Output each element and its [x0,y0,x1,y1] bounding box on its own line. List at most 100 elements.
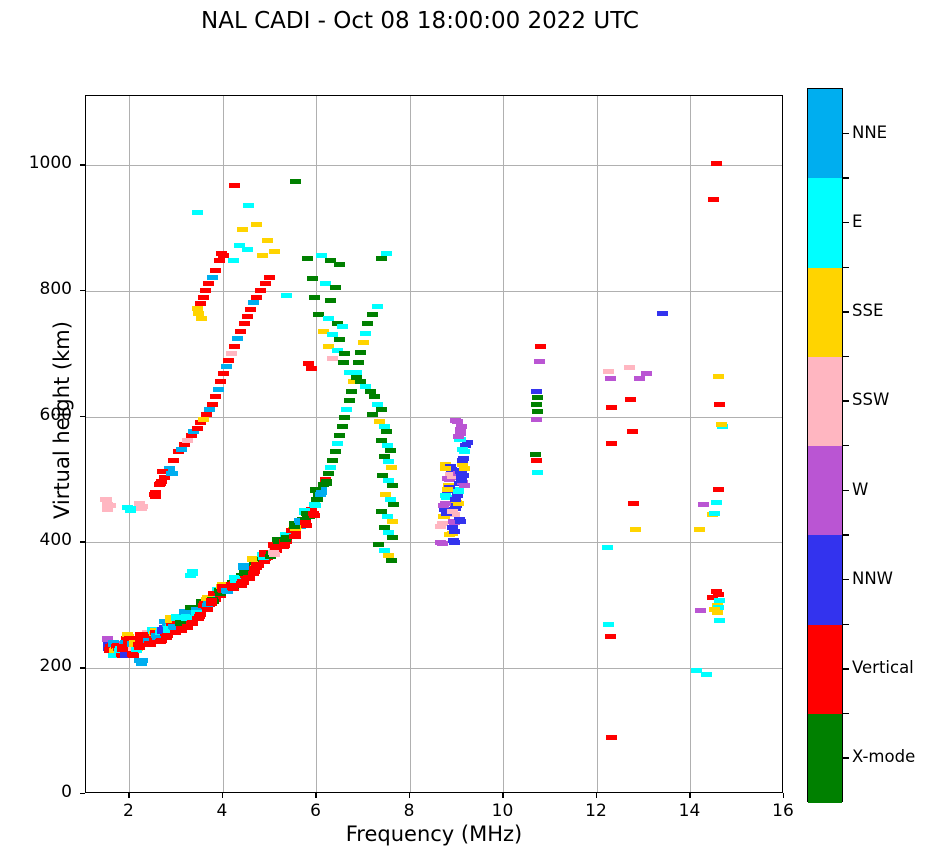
data-point [360,384,372,390]
data-point [206,597,218,603]
data-point [534,358,546,364]
data-point [269,545,281,551]
gridline-horizontal [86,542,782,544]
data-point [341,406,353,412]
colorbar[interactable] [807,88,843,803]
y-tick-label: 0 [61,782,72,802]
data-point [367,411,379,417]
x-tick [128,793,130,798]
data-point [376,255,388,261]
data-point [226,584,238,590]
colorbar-segment-sse[interactable] [808,267,842,357]
data-point [321,481,333,487]
data-point [445,463,457,469]
plot-area[interactable] [85,95,783,793]
data-point [155,478,167,484]
data-point [181,613,193,619]
colorbar-tick [843,221,849,224]
data-point [133,636,145,642]
colorbar-segment-nnw[interactable] [808,535,842,625]
data-point [690,668,702,674]
data-point [449,528,461,534]
colorbar-segment-vertical[interactable] [808,624,842,714]
data-point [197,416,209,422]
colorbar-segment-w[interactable] [808,446,842,536]
data-point [301,522,313,528]
data-point [701,672,713,678]
data-point [191,210,203,216]
data-point [139,633,151,639]
data-point [332,347,344,353]
colorbar-segment-x-mode[interactable] [808,713,842,803]
data-point [190,607,202,613]
data-point [372,542,384,548]
gridline-horizontal [86,668,782,670]
gridline-vertical [690,96,692,792]
data-point [187,568,199,574]
data-point [378,424,390,430]
data-point [371,401,383,407]
data-point [162,628,174,634]
data-point [385,464,397,470]
data-point [176,628,188,634]
data-point [237,226,249,232]
data-point [251,294,263,300]
data-point [306,507,318,513]
data-point [229,182,241,188]
y-tick-label: 400 [39,530,72,551]
data-point [307,275,319,281]
data-point [625,396,637,402]
data-point [383,478,395,484]
data-point [298,507,310,513]
gridline-vertical [222,96,224,792]
data-point [453,434,465,440]
data-point [338,360,350,366]
data-point [375,508,387,514]
colorbar-segment-e[interactable] [808,178,842,268]
data-point [251,221,263,227]
data-point [301,510,313,516]
data-point [709,606,721,612]
data-point [218,371,230,377]
page-title: NAL CADI - Oct 08 18:00:00 2022 UTC [201,8,639,34]
colorbar-segment-ssw[interactable] [808,356,842,446]
data-point [259,558,271,564]
data-point [374,419,386,425]
data-point [116,644,128,650]
data-point [346,389,358,395]
data-point [127,651,139,657]
data-point [445,467,457,473]
data-point [381,250,393,256]
colorbar-label-vertical: Vertical [852,658,914,678]
data-point [455,436,467,442]
data-point [325,298,336,304]
data-point [604,376,616,382]
y-tick [80,541,85,543]
x-tick [595,793,598,798]
data-point [179,608,191,614]
x-tick-label: 10 [491,801,514,821]
data-point [440,492,452,498]
data-point [530,458,542,464]
data-point [166,471,178,477]
data-point [441,510,452,516]
data-point [238,571,250,577]
data-point [434,539,446,545]
data-point [606,405,618,411]
data-point [191,425,203,431]
data-point [712,610,724,616]
data-point [710,589,722,595]
data-point [156,468,168,474]
data-point [334,262,346,268]
data-point [709,511,721,517]
data-point [117,647,129,653]
data-point [446,474,458,480]
data-point [378,454,390,460]
data-point [237,563,249,569]
data-point [535,343,547,349]
colorbar-segment-nne[interactable] [808,89,842,179]
data-point [99,497,111,503]
data-point [195,420,207,426]
data-point [254,288,266,294]
